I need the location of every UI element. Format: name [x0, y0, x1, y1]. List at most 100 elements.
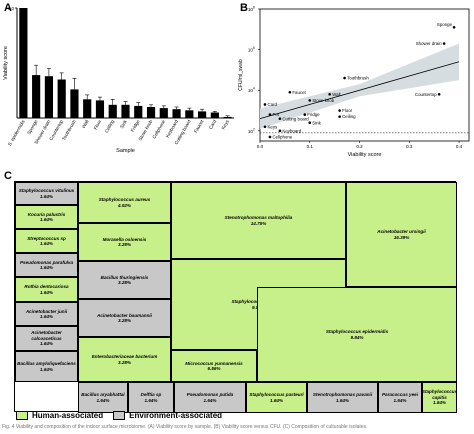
tile-percentage: 1.64%	[39, 217, 54, 222]
legend-label-human: Human-associated	[32, 411, 104, 420]
y-tick-base: 10	[248, 88, 254, 93]
confidence-band	[260, 43, 460, 129]
x-axis-label: Sample	[116, 148, 135, 154]
tile-percentage: 1.64%	[203, 397, 217, 403]
scatter-point	[263, 103, 267, 106]
bar	[121, 104, 130, 118]
tile-species-name: Streptococcus sp	[27, 235, 66, 241]
tile-species-name: Bacillus amyloliquefaciens	[17, 361, 76, 367]
scatter-point	[288, 90, 292, 94]
x-tick-label: 0.1	[307, 144, 314, 149]
tile-species-name: Enterobacteriaceae bacterium	[91, 354, 158, 360]
scatter-point	[268, 135, 272, 139]
tile-percentage: 16.39%	[393, 234, 410, 240]
point-label: Ceiling	[342, 114, 356, 119]
y-tick-base: 10	[248, 129, 254, 134]
tile-percentage: 4.92%	[117, 202, 132, 208]
tile-percentage: 1.64%	[39, 366, 54, 372]
point-label: Toothbrush	[347, 76, 369, 81]
scatter-point	[442, 42, 446, 45]
bar	[134, 105, 143, 118]
scatter-point	[263, 125, 267, 129]
figure-caption: Fig. 4 Viability and composition of the …	[2, 424, 368, 430]
bar	[210, 112, 219, 118]
tile-percentage: 3.28%	[117, 280, 132, 285]
x-axis-label: Viability score	[348, 152, 382, 158]
treemap-tile: Acinetobacter calcoaceticus 1.64%	[15, 326, 78, 351]
point-label: Shower drain	[416, 41, 442, 46]
x-tick-label: Fridge	[130, 119, 141, 133]
treemap-tile: Staphylococcus vitulinus 1.64%	[15, 182, 78, 205]
tile-species-name: Pseudomonas parafulva	[19, 259, 74, 265]
tile-species-name: Stenotrophomonas maltophilia	[224, 215, 293, 221]
treemap-tile: Bacillus amyloliquefaciens 1.64%	[15, 351, 78, 382]
tile-species-name: Rothia dentocariosa	[24, 284, 69, 290]
treemap-tile: Enterobacteriaceae bacterium 3.28%	[78, 337, 171, 382]
treemap-tile: Bacillus thuringiensis 3.28%	[78, 261, 171, 299]
scatter-point	[278, 129, 282, 133]
tile-percentage: 1.64%	[39, 314, 54, 319]
treemap-tile: Micrococcus yunnanensis 6.56%	[171, 350, 257, 382]
tile-percentage: 1.64%	[39, 289, 54, 295]
tile-species-name: Staphylococcus pasteuri	[249, 392, 304, 398]
bar	[185, 110, 194, 118]
x-tick-label: Floor	[93, 119, 103, 131]
treemap-tile: Staphylococcus epidermidis 9.84%	[257, 287, 457, 382]
point-label: Sink	[312, 120, 321, 125]
point-label: Wall	[332, 92, 340, 97]
tile-percentage: 14.75%	[250, 220, 267, 226]
tile-species-name: Pseudomonas putida	[186, 392, 234, 398]
point-label: Sponge	[437, 22, 453, 27]
tile-species-name: Staphylococcus capitis	[422, 389, 457, 400]
bar	[95, 100, 105, 118]
scatter-point	[308, 99, 312, 102]
tile-species-name: Bacillus thuringiensis	[100, 274, 149, 280]
tile-percentage: 1.64%	[393, 397, 407, 403]
treemap-tile: Acinetobacter junii 1.64%	[15, 302, 78, 326]
scatter-point	[303, 113, 307, 116]
treemap-tile: Staphylococcus aureus 4.92%	[78, 182, 171, 223]
tile-percentage: 1.64%	[269, 397, 284, 403]
legend-swatch-env	[113, 411, 126, 420]
tile-percentage: 1.64%	[432, 400, 447, 406]
bar	[83, 99, 92, 118]
tile-percentage: 1.64%	[39, 265, 54, 270]
tile-species-name: Acinetobacter baumannii	[97, 312, 152, 318]
x-tick-label: Ceiling	[104, 119, 116, 134]
tile-species-name: Moraxella osloensis	[102, 236, 147, 242]
point-label: Stove knob	[312, 98, 335, 103]
point-label: Countertop	[415, 92, 437, 97]
panel-a-letter: A	[4, 2, 12, 14]
treemap-tile: Paracoccus yeei 1.64%	[378, 382, 422, 413]
scatter-point	[278, 117, 282, 120]
treemap-tile: Staphylococcus pasteuri 1.64%	[246, 382, 307, 413]
point-label: Floor	[342, 108, 353, 113]
y-axis-label: Viability score	[3, 46, 9, 80]
regression-line	[259, 61, 460, 120]
tile-percentage: 3.28%	[117, 242, 132, 247]
point-label: Cellphone	[272, 135, 292, 140]
y-tick-exponent: 2	[253, 127, 255, 131]
treemap-tile: Acinetobacter ursingii 16.39%	[346, 182, 457, 287]
scatter-point	[338, 109, 341, 112]
x-tick-label: 0.2	[356, 144, 363, 149]
treemap-tile: Bacillus aryabhattai 1.64%	[78, 382, 128, 413]
x-tick-label: 0.3	[406, 144, 413, 149]
bar	[32, 75, 41, 118]
y-axis-label: CFU/ml_swab	[238, 59, 244, 91]
treemap: Staphylococcus vitulinus 1.64% Kocuria pal…	[14, 181, 457, 413]
bar	[146, 107, 156, 118]
tile-percentage: 1.64%	[144, 397, 158, 403]
scatter-point	[338, 115, 341, 118]
tile-species-name: Staphylococcus aureus	[98, 197, 151, 203]
legend-label-env: Environment-associated	[129, 411, 223, 420]
y-tick-exponent: 6	[253, 46, 255, 50]
tile-species-name: Micrococcus yunnanensis	[185, 360, 243, 366]
plot-frame	[259, 8, 470, 142]
tile-percentage: 9.84%	[350, 334, 364, 340]
tile-species-name: Acinetobacter ursingii	[377, 229, 426, 235]
y-tick-exponent: 4	[253, 87, 255, 91]
bar	[223, 116, 232, 118]
